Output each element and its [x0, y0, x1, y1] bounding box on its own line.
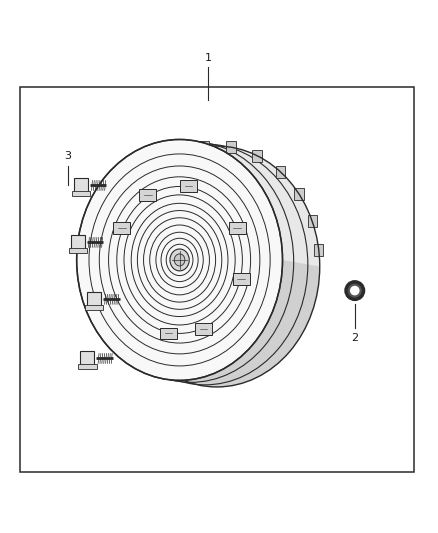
FancyBboxPatch shape — [74, 178, 88, 193]
FancyBboxPatch shape — [85, 305, 103, 310]
Ellipse shape — [174, 254, 185, 266]
FancyBboxPatch shape — [307, 215, 317, 228]
Text: 3: 3 — [64, 150, 71, 160]
FancyBboxPatch shape — [276, 166, 285, 177]
FancyBboxPatch shape — [195, 323, 212, 335]
Ellipse shape — [170, 249, 189, 271]
FancyBboxPatch shape — [71, 235, 85, 250]
Polygon shape — [77, 140, 320, 266]
FancyBboxPatch shape — [80, 351, 94, 366]
Bar — [20, 87, 414, 472]
FancyBboxPatch shape — [72, 191, 90, 197]
Text: 1: 1 — [205, 53, 212, 63]
FancyBboxPatch shape — [180, 180, 197, 192]
FancyBboxPatch shape — [113, 222, 130, 235]
Polygon shape — [77, 260, 320, 387]
Ellipse shape — [173, 252, 186, 268]
FancyBboxPatch shape — [233, 273, 250, 285]
FancyBboxPatch shape — [160, 327, 177, 340]
Ellipse shape — [77, 140, 283, 381]
FancyBboxPatch shape — [173, 149, 183, 161]
FancyBboxPatch shape — [226, 141, 236, 154]
FancyBboxPatch shape — [117, 213, 127, 225]
Ellipse shape — [350, 286, 360, 295]
FancyBboxPatch shape — [110, 244, 120, 256]
FancyBboxPatch shape — [69, 248, 87, 253]
FancyBboxPatch shape — [314, 244, 323, 256]
FancyBboxPatch shape — [252, 150, 261, 161]
FancyBboxPatch shape — [150, 164, 159, 176]
FancyBboxPatch shape — [78, 365, 97, 369]
FancyBboxPatch shape — [87, 292, 101, 307]
Text: 2: 2 — [351, 333, 358, 343]
FancyBboxPatch shape — [131, 187, 140, 198]
FancyBboxPatch shape — [229, 222, 246, 235]
Ellipse shape — [114, 146, 320, 387]
Ellipse shape — [346, 282, 364, 300]
FancyBboxPatch shape — [200, 141, 209, 153]
FancyBboxPatch shape — [139, 189, 156, 201]
FancyBboxPatch shape — [294, 188, 304, 200]
